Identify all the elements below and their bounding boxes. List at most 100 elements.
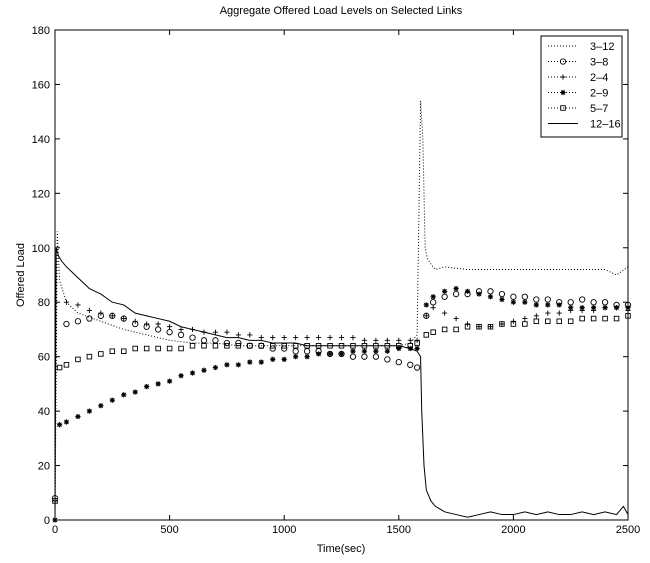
y-tick-label: 60 <box>38 352 50 364</box>
data-point <box>189 334 196 341</box>
series-line <box>54 247 629 521</box>
data-point <box>235 332 241 338</box>
data-point <box>120 315 127 322</box>
series-solid-line <box>54 247 629 521</box>
data-point <box>327 335 333 341</box>
data-point <box>86 315 93 322</box>
data-point <box>560 105 566 111</box>
data-point <box>154 326 162 333</box>
data-point <box>559 58 567 65</box>
data-point <box>121 315 127 322</box>
data-point <box>155 381 161 387</box>
data-point <box>453 326 459 333</box>
data-point <box>167 324 173 330</box>
data-point <box>414 345 420 352</box>
data-point <box>86 307 92 313</box>
data-point <box>74 318 82 325</box>
x-tick-label: 1000 <box>272 524 296 536</box>
data-point <box>235 343 242 349</box>
data-point <box>258 343 265 349</box>
data-point <box>430 294 436 300</box>
x-tick-label: 2000 <box>501 524 525 536</box>
data-point <box>63 419 70 425</box>
data-point <box>522 321 528 327</box>
plot-frame <box>54 29 629 521</box>
series-circle <box>51 288 632 502</box>
legend-item: 5–7 <box>548 103 608 115</box>
y-tick-label: 180 <box>32 25 50 37</box>
legend-label: 3–12 <box>590 41 614 53</box>
data-point <box>464 323 471 330</box>
data-point <box>281 356 287 362</box>
data-point <box>613 315 620 322</box>
data-point <box>109 313 115 319</box>
data-point <box>560 74 566 80</box>
y-tick-label: 140 <box>32 134 50 146</box>
data-point <box>396 337 402 343</box>
legend-item: 12–16 <box>548 119 621 131</box>
data-point <box>423 313 429 319</box>
data-point <box>590 299 597 306</box>
data-point <box>121 348 127 354</box>
data-point <box>487 288 494 295</box>
data-point <box>247 332 253 338</box>
data-point <box>510 293 517 300</box>
data-point <box>625 305 631 311</box>
data-point <box>430 329 436 335</box>
y-axis-ticks: 0 20 40 60 80 100 120 140 160 180 <box>32 25 628 527</box>
data-point <box>430 299 437 306</box>
data-point <box>315 335 322 341</box>
data-point <box>212 343 219 349</box>
data-point <box>315 351 322 357</box>
y-tick-label: 160 <box>32 79 50 91</box>
legend-label: 12–16 <box>590 119 621 131</box>
data-point <box>304 354 310 360</box>
data-point <box>395 358 402 366</box>
data-point <box>56 364 63 371</box>
data-point <box>144 384 150 390</box>
data-point <box>361 353 368 360</box>
data-point <box>338 350 345 358</box>
data-point <box>625 313 631 319</box>
data-point <box>63 299 70 305</box>
data-point <box>423 312 430 319</box>
data-point <box>414 340 420 346</box>
x-tick-label: 1500 <box>387 524 411 536</box>
data-point <box>556 302 562 308</box>
data-point <box>98 351 104 357</box>
legend-item: 2–4 <box>548 72 608 84</box>
data-point <box>384 337 390 343</box>
data-point <box>338 335 345 341</box>
y-tick-label: 80 <box>38 297 50 309</box>
legend-box <box>540 35 623 138</box>
data-point <box>545 318 551 325</box>
series-dotted-line <box>54 100 629 521</box>
data-point <box>224 362 230 368</box>
data-point <box>487 323 494 330</box>
data-point <box>212 364 219 371</box>
data-point <box>349 353 357 360</box>
data-point <box>545 310 551 316</box>
data-point <box>247 343 253 349</box>
data-point <box>487 324 494 330</box>
data-point <box>476 323 482 330</box>
data-point <box>441 293 448 300</box>
data-point <box>178 326 184 333</box>
data-point <box>338 351 345 357</box>
data-point <box>407 361 414 368</box>
data-point <box>75 356 81 363</box>
data-point <box>591 305 597 311</box>
data-point <box>533 318 540 325</box>
data-point <box>499 321 505 327</box>
series-asterisk <box>52 286 631 523</box>
data-point <box>293 354 299 360</box>
data-point <box>132 345 138 352</box>
data-point <box>384 348 390 354</box>
data-point <box>281 335 287 341</box>
data-point <box>499 321 505 327</box>
data-point <box>487 294 494 300</box>
data-point <box>189 370 196 376</box>
data-point <box>544 296 551 303</box>
